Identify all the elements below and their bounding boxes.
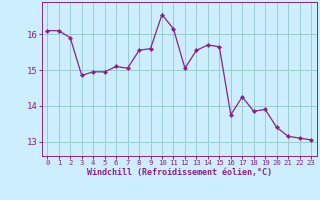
X-axis label: Windchill (Refroidissement éolien,°C): Windchill (Refroidissement éolien,°C): [87, 168, 272, 177]
